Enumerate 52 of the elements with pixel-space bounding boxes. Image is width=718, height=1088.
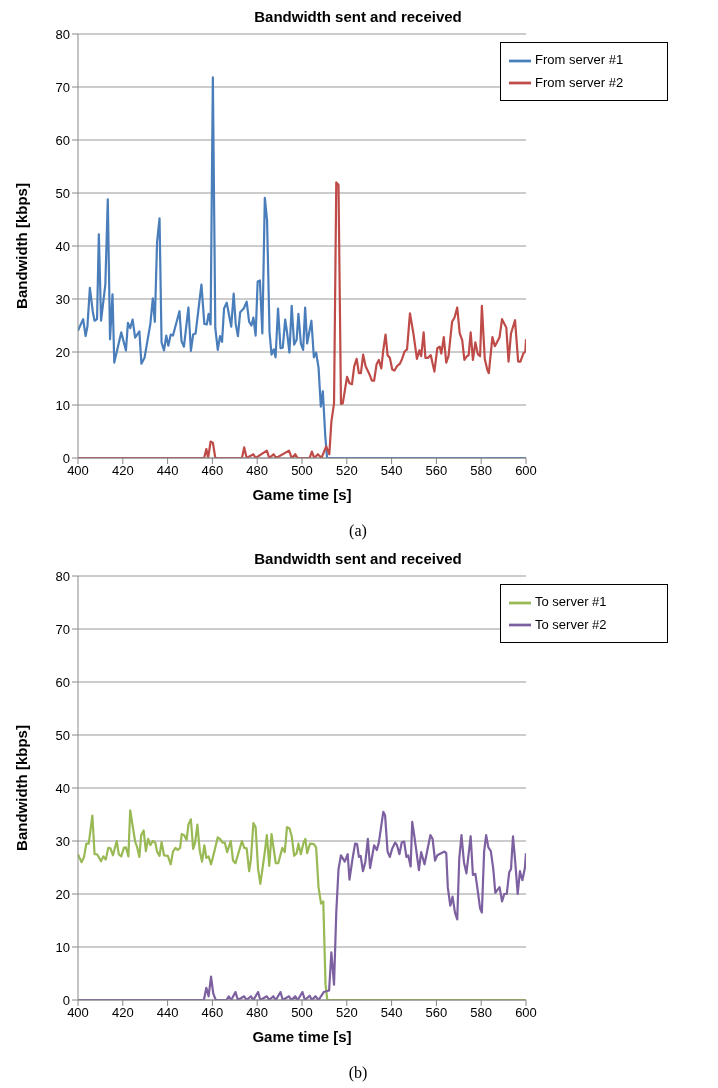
x-tick-label: 540 <box>380 1005 403 1021</box>
x-tick-label: 440 <box>156 1005 179 1021</box>
x-tick-label: 440 <box>156 463 179 479</box>
x-tick-label: 480 <box>246 1005 269 1021</box>
x-tick-label: 500 <box>291 463 313 479</box>
y-tick-label: 10 <box>55 397 70 413</box>
y-tick-label: 0 <box>62 992 70 1008</box>
y-axis-title: Bandwidth [kbps] <box>13 725 31 851</box>
y-tick-label: 40 <box>55 238 70 254</box>
y-tick-label: 20 <box>55 886 70 902</box>
y-tick-label: 60 <box>55 674 70 690</box>
x-tick-label: 600 <box>515 463 537 479</box>
y-tick-label: 30 <box>55 833 70 849</box>
y-tick-label: 70 <box>55 621 70 637</box>
x-tick-label: 600 <box>515 1005 537 1021</box>
y-tick-label: 0 <box>62 450 70 466</box>
text: (a) <box>348 522 368 540</box>
x-tick-label: 480 <box>246 463 269 479</box>
x-axis-title: Game time [s] <box>252 1028 352 1045</box>
y-axis-title: Bandwidth [kbps] <box>13 183 31 309</box>
y-tick-label: 50 <box>55 185 70 201</box>
x-tick-label: 520 <box>335 463 358 479</box>
x-tick-label: 400 <box>67 463 89 479</box>
x-tick-label: 580 <box>470 1005 493 1021</box>
x-tick-label: 560 <box>425 1005 448 1021</box>
legend-label: From server #1 <box>535 52 624 67</box>
x-tick-label: 580 <box>470 463 493 479</box>
y-tick-label: 80 <box>55 26 70 42</box>
x-axis-title: Game time [s] <box>252 486 352 503</box>
x-tick-label: 400 <box>67 1005 89 1021</box>
x-tick-label: 560 <box>425 463 448 479</box>
y-tick-label: 20 <box>55 344 70 360</box>
legend-label: To server #1 <box>535 594 607 609</box>
x-tick-label: 460 <box>201 463 224 479</box>
chart-title: Bandwidth sent and received <box>253 8 463 27</box>
y-tick-label: 60 <box>55 132 70 148</box>
x-tick-label: 520 <box>335 1005 358 1021</box>
x-tick-label: 500 <box>291 1005 313 1021</box>
text: (b) <box>347 1064 369 1082</box>
y-tick-label: 40 <box>55 780 70 796</box>
y-tick-label: 30 <box>55 291 70 307</box>
x-tick-label: 420 <box>111 1005 134 1021</box>
chart-title: Bandwidth sent and received <box>253 550 463 569</box>
y-tick-label: 80 <box>55 568 70 584</box>
y-tick-label: 10 <box>55 939 70 955</box>
legend-label: From server #2 <box>535 74 624 90</box>
x-tick-label: 420 <box>111 463 134 479</box>
y-tick-label: 50 <box>55 727 70 743</box>
legend-label: To server #2 <box>535 616 607 632</box>
x-tick-label: 540 <box>380 463 403 479</box>
y-tick-label: 70 <box>55 79 70 95</box>
x-tick-label: 460 <box>201 1005 224 1021</box>
